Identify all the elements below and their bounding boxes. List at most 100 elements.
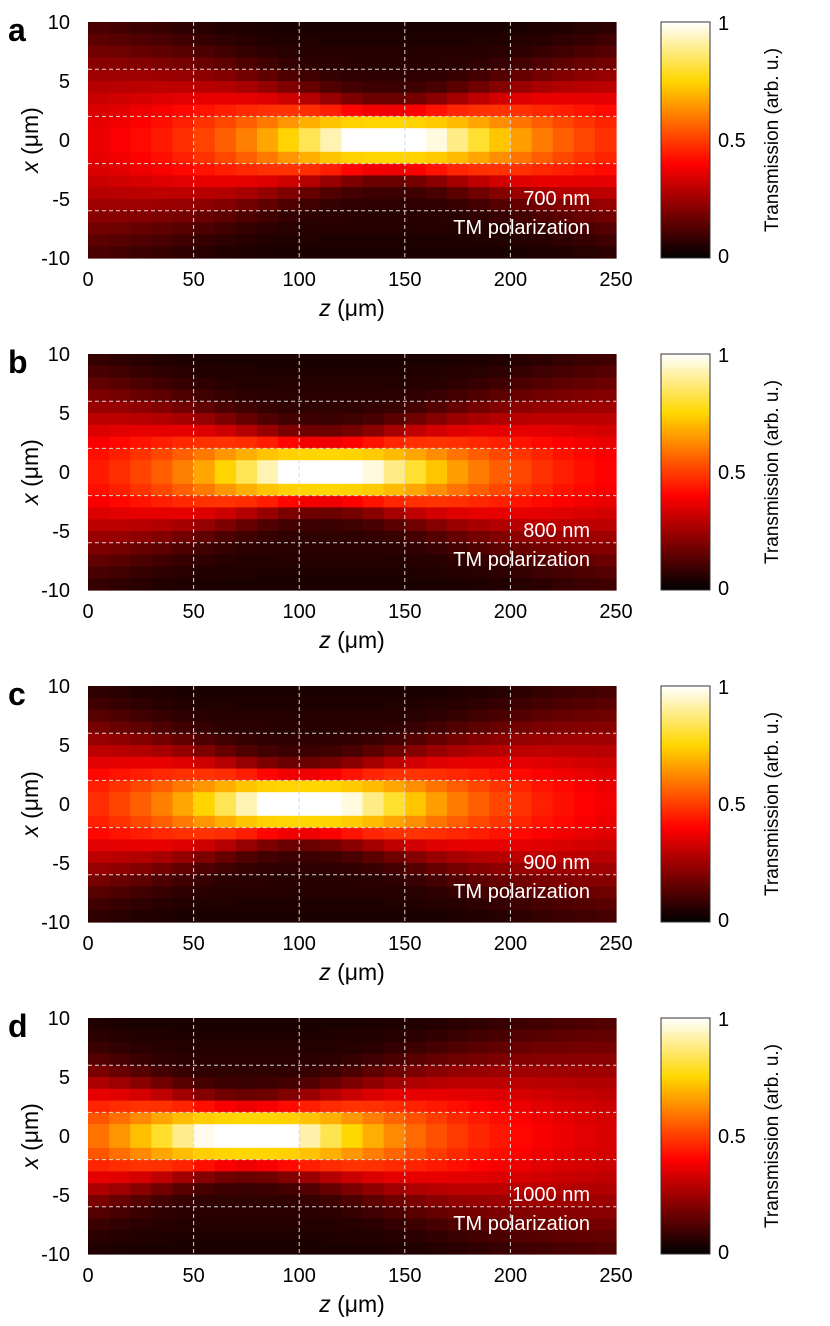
heatmap-cell bbox=[172, 827, 195, 840]
heatmap-cell bbox=[299, 910, 321, 923]
heatmap-cell bbox=[573, 566, 596, 579]
heatmap-cell bbox=[109, 768, 131, 781]
heatmap-cell bbox=[425, 1242, 448, 1255]
heatmap-cell bbox=[151, 175, 174, 188]
heatmap-cell bbox=[404, 33, 427, 47]
heatmap-cell bbox=[468, 531, 490, 544]
heatmap-cell bbox=[256, 104, 279, 117]
heatmap-cell bbox=[383, 709, 406, 722]
heatmap-cell bbox=[362, 874, 385, 888]
heatmap-cell bbox=[320, 1171, 343, 1184]
heatmap-cell bbox=[341, 519, 364, 532]
heatmap-cell bbox=[341, 721, 364, 734]
heatmap-cell bbox=[531, 1195, 554, 1208]
heatmap-cell bbox=[404, 128, 427, 141]
heatmap-cell bbox=[320, 354, 343, 367]
heatmap-cell bbox=[256, 1018, 279, 1031]
y-axis-label-unit: (μm) bbox=[17, 1103, 43, 1157]
heatmap-cell bbox=[299, 389, 321, 402]
heatmap-cell bbox=[404, 389, 427, 402]
heatmap-cell bbox=[256, 839, 279, 852]
heatmap-cell bbox=[320, 128, 343, 141]
heatmap-cell bbox=[468, 483, 490, 497]
heatmap-cell bbox=[573, 234, 596, 247]
heatmap-cell bbox=[256, 1136, 279, 1149]
heatmap-cell bbox=[362, 910, 385, 923]
heatmap-cell bbox=[531, 354, 554, 367]
heatmap-cell bbox=[88, 1088, 110, 1102]
y-axis-label-unit: (μm) bbox=[17, 771, 43, 825]
heatmap-cell bbox=[573, 804, 596, 817]
heatmap-cell bbox=[447, 1147, 469, 1161]
heatmap-cell bbox=[468, 151, 490, 165]
heatmap-cell bbox=[88, 507, 110, 520]
heatmap-cell bbox=[109, 839, 131, 852]
heatmap-cell bbox=[256, 187, 279, 200]
heatmap-cell bbox=[130, 839, 152, 852]
colorbar-tick-label: 0 bbox=[718, 246, 729, 268]
heatmap-cell bbox=[172, 234, 195, 247]
heatmap-cell bbox=[151, 1041, 174, 1054]
heatmap-cell bbox=[278, 519, 300, 532]
heatmap-cell bbox=[88, 116, 110, 129]
heatmap-cell bbox=[573, 827, 596, 840]
heatmap-cell bbox=[109, 1195, 131, 1208]
heatmap-cell bbox=[88, 851, 110, 864]
heatmap-cell bbox=[447, 898, 469, 911]
heatmap-cell bbox=[362, 566, 385, 579]
heatmap-cell bbox=[573, 222, 596, 235]
heatmap-cell bbox=[510, 33, 533, 47]
heatmap-cell bbox=[193, 531, 216, 544]
heatmap-cell bbox=[151, 1065, 174, 1078]
heatmap-cell bbox=[404, 554, 427, 567]
heatmap-cell bbox=[88, 733, 110, 746]
heatmap-cell bbox=[278, 33, 300, 47]
heatmap-cell bbox=[320, 507, 343, 520]
heatmap-cell bbox=[531, 721, 554, 734]
heatmap-cell bbox=[109, 531, 131, 544]
heatmap bbox=[88, 22, 617, 259]
wavelength-label: 700 nm bbox=[523, 188, 590, 210]
heatmap-cell bbox=[531, 910, 554, 923]
heatmap-cell bbox=[214, 756, 237, 770]
heatmap-cell bbox=[130, 1159, 152, 1172]
heatmap-cell bbox=[235, 377, 258, 390]
heatmap-cell bbox=[531, 199, 554, 212]
heatmap-cell bbox=[383, 460, 406, 473]
y-tick-label: -5 bbox=[52, 189, 70, 211]
heatmap-cell bbox=[573, 531, 596, 544]
heatmap-cell bbox=[489, 733, 511, 746]
x-tick-label: 0 bbox=[82, 933, 93, 955]
heatmap-cell bbox=[489, 566, 511, 579]
heatmap-cell bbox=[130, 792, 152, 805]
heatmap-cell bbox=[278, 57, 300, 70]
heatmap-cell bbox=[531, 495, 554, 508]
heatmap-cell bbox=[151, 1195, 174, 1208]
heatmap-cell bbox=[214, 1065, 237, 1078]
heatmap-cell bbox=[172, 686, 195, 699]
heatmap-cell bbox=[404, 365, 427, 379]
heatmap-cell bbox=[278, 69, 300, 82]
heatmap-cell bbox=[172, 1242, 195, 1255]
heatmap-cell bbox=[256, 128, 279, 141]
heatmap-cell bbox=[214, 721, 237, 734]
heatmap-cell bbox=[383, 81, 406, 94]
heatmap-cell bbox=[510, 1100, 533, 1113]
heatmap-cell bbox=[468, 187, 490, 200]
heatmap-cell bbox=[299, 768, 321, 781]
heatmap-cell bbox=[278, 210, 300, 224]
heatmap-cell bbox=[235, 199, 258, 212]
heatmap-cell bbox=[130, 45, 152, 58]
heatmap-cell bbox=[320, 1077, 343, 1090]
heatmap-cell bbox=[151, 1171, 174, 1184]
heatmap-cell bbox=[573, 57, 596, 70]
heatmap-cell bbox=[573, 1018, 596, 1031]
heatmap-cell bbox=[88, 436, 110, 449]
heatmap-cell bbox=[88, 495, 110, 508]
heatmap-cell bbox=[130, 22, 152, 35]
x-tick-label: 100 bbox=[283, 269, 316, 291]
heatmap-cell bbox=[256, 507, 279, 520]
heatmap-cell bbox=[362, 69, 385, 82]
heatmap-cell bbox=[256, 234, 279, 247]
heatmap-cell bbox=[531, 886, 554, 899]
